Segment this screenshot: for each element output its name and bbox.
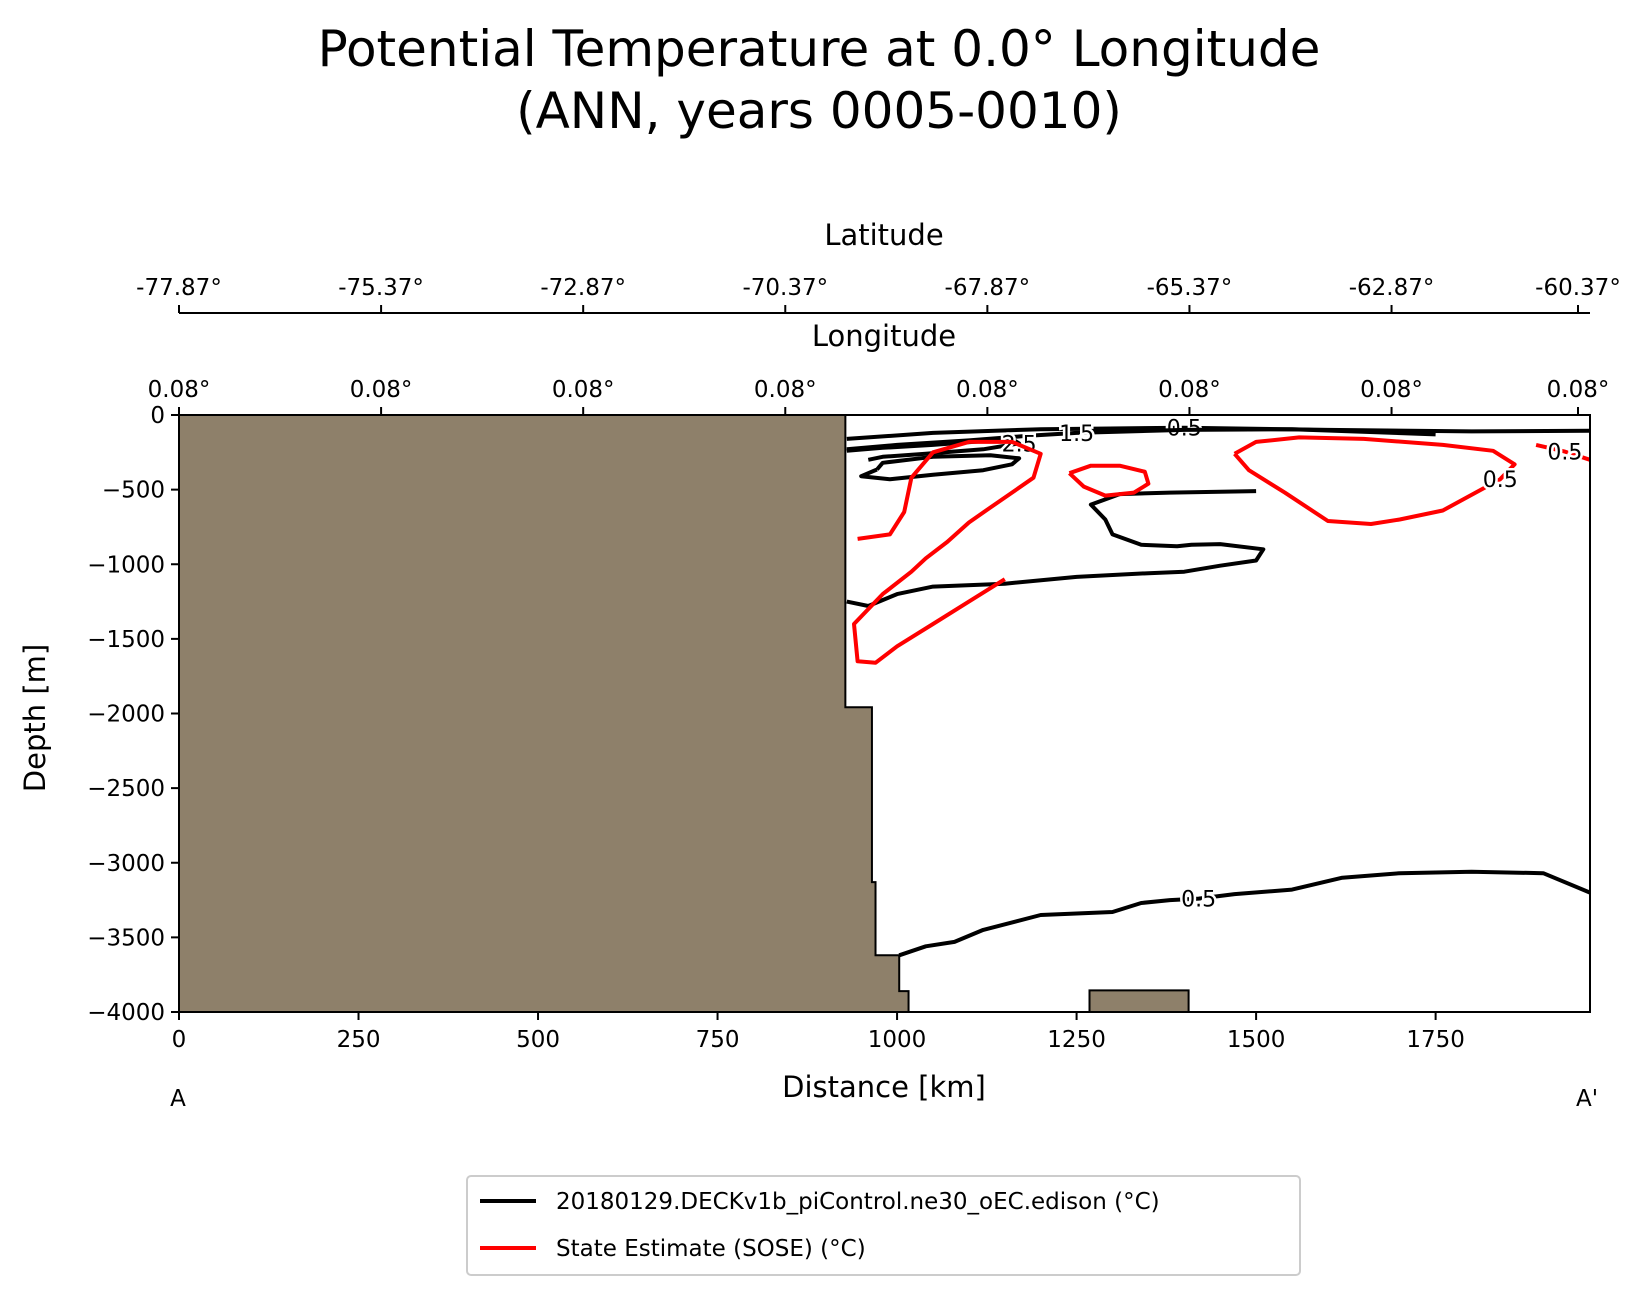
- top-tick-label: -60.37°: [1535, 275, 1621, 301]
- top-tick-label: -72.87°: [540, 275, 626, 301]
- contour-label: 0.5: [1547, 441, 1582, 466]
- y-tick-label: −2000: [87, 702, 165, 728]
- contour-label: 0.5: [1181, 888, 1216, 913]
- x-tick-label: 500: [516, 1027, 560, 1053]
- x-tick-label: 1750: [1406, 1027, 1465, 1053]
- y-tick-label: −1500: [87, 627, 165, 653]
- contour-line-0-5: [898, 869, 1591, 958]
- contour-line-0-4: [846, 489, 1266, 608]
- x-tick-label: 1500: [1227, 1027, 1286, 1053]
- section-end-label: A': [1576, 1086, 1598, 1112]
- top-tick-label: 0.08°: [148, 377, 211, 403]
- top-tick-label: 0.08°: [552, 377, 615, 403]
- contour-label: 0.5: [1483, 468, 1518, 493]
- top-tick-label: 0.08°: [1547, 377, 1610, 403]
- contour-line-1-0: [852, 439, 1043, 665]
- contour-label: 1.5: [1059, 422, 1094, 447]
- top-tick-label: -77.87°: [136, 275, 222, 301]
- legend-label-sose: State Estimate (SOSE) (°C): [556, 1236, 866, 1262]
- top-tick-label: -67.87°: [945, 275, 1031, 301]
- y-tick-label: −500: [102, 478, 165, 504]
- legend: 20180129.DECKv1b_piControl.ne30_oEC.edis…: [466, 1175, 1301, 1276]
- top-tick-label: -75.37°: [338, 275, 424, 301]
- top-tick-label: -62.87°: [1349, 275, 1435, 301]
- top-axis-title: Longitude: [812, 319, 956, 353]
- top-tick-label: 0.08°: [1158, 377, 1221, 403]
- bathymetry-land: [178, 414, 910, 1013]
- y-tick-label: −1000: [87, 552, 165, 578]
- section-start-label: A: [170, 1086, 186, 1112]
- top-axis-title: Latitude: [824, 218, 943, 252]
- legend-label-model: 20180129.DECKv1b_piControl.ne30_oEC.edis…: [556, 1189, 1160, 1215]
- contour-line-0-3: [859, 453, 1022, 482]
- x-axis: 0 250 500 750 1000 1250 1500 1750: [172, 1012, 1465, 1053]
- x-tick-label: 250: [337, 1027, 381, 1053]
- legend-frame: [466, 1175, 1301, 1276]
- top-tick-label: 0.08°: [350, 377, 413, 403]
- x-axis-title: Distance [km]: [782, 1070, 986, 1104]
- top-latitude-axis: -77.87° -75.37° -72.87° -70.37° -67.87° -65.3…: [136, 218, 1621, 314]
- top-tick-label: -70.37°: [742, 275, 828, 301]
- chart-subtitle: (ANN, years 0005-0010): [516, 82, 1122, 140]
- contour-line-1-2: [1233, 435, 1517, 526]
- bathymetry-seamount: [1088, 989, 1190, 1013]
- contour-line-0-0: [846, 425, 1591, 441]
- contour-line-0-2: [846, 436, 1022, 462]
- top-tick-label: 0.08°: [1360, 377, 1423, 403]
- top-longitude-axis: 0.08° 0.08° 0.08° 0.08° 0.08° 0.08° 0.08° 0.08°…: [148, 319, 1610, 415]
- y-tick-label: −3000: [87, 851, 165, 877]
- x-tick-label: 1000: [868, 1027, 927, 1053]
- y-axis-title: Depth [m]: [18, 644, 52, 792]
- contour-line-1-3: [1535, 442, 1591, 462]
- contour-line-0-1: [846, 427, 1436, 452]
- top-tick-label: -65.37°: [1147, 275, 1233, 301]
- y-tick-label: −4000: [87, 1000, 165, 1026]
- top-tick-label: 0.08°: [956, 377, 1019, 403]
- contour-line-1-1: [1068, 463, 1151, 498]
- x-tick-label: 750: [696, 1027, 740, 1053]
- y-tick-label: −2500: [87, 776, 165, 802]
- top-tick-label: 0.08°: [754, 377, 817, 403]
- y-axis: 0 −500 −1000 −1500 −2000 −2500 −3000 −3500 −4000: [87, 403, 179, 1026]
- x-tick-label: 1250: [1047, 1027, 1106, 1053]
- plot-area: 0.51.52.50.50.50.5: [178, 414, 1591, 1013]
- chart-title: Potential Temperature at 0.0° Longitude: [318, 20, 1321, 78]
- y-tick-label: 0: [150, 403, 165, 429]
- y-tick-label: −3500: [87, 925, 165, 951]
- x-tick-label: 0: [172, 1027, 187, 1053]
